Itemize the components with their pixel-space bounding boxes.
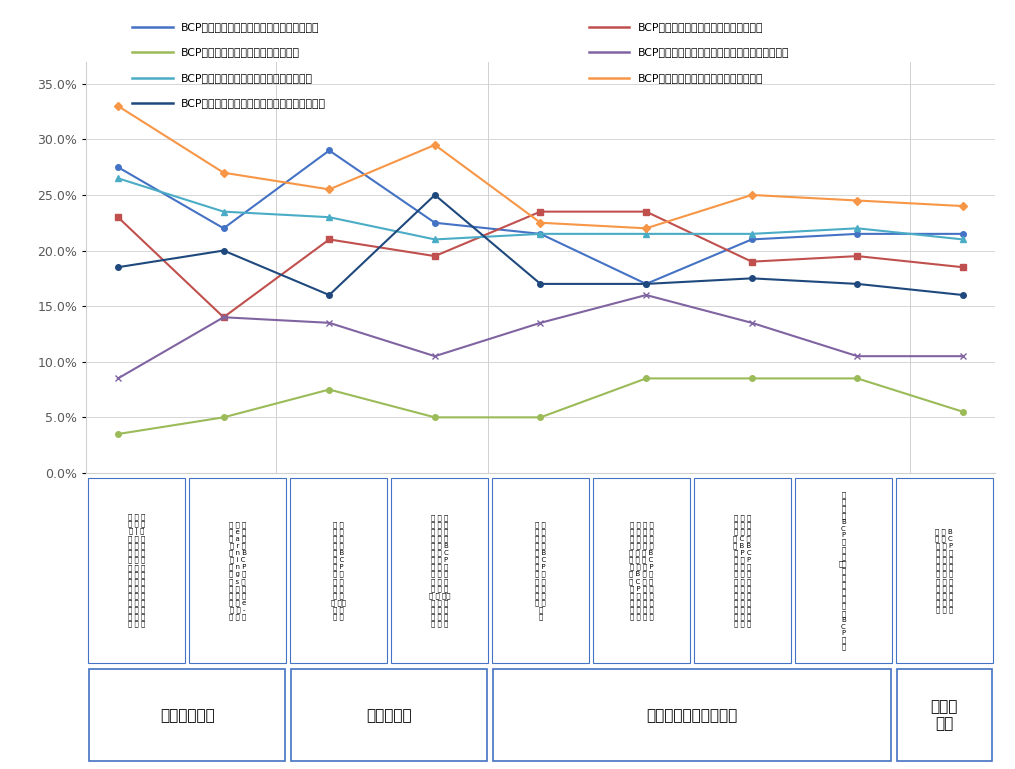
Text: BCP維持・管理に必要な要員が割けない: BCP維持・管理に必要な要員が割けない [637,72,763,83]
Text: BCPに対する経営層の取組み意識が希薄: BCPに対する経営層の取組み意識が希薄 [637,22,763,32]
Text: 対 動 策
へ 例 定
応 ・ し
者 C た
： B B
組 P C
織 更 P
の 新 に
変 ： つ
更 組 い
・ 織 て
体 の 、
制 変 針
の : 対 動 策 へ 例 定 応 ・ し 者 C た ： B B 組 P C 織 更 … [733,514,751,628]
Text: BCP維持・管理に必要なノウハウが不十分: BCP維持・管理に必要なノウハウが不十分 [181,72,313,83]
Text: BCP策定時の担当者の不在（異動等）: BCP策定時の担当者の不在（異動等） [181,47,299,58]
Text: 訓 策
練 定
の し
実 た
施 B
　 C
　 P
　 に
　 基
　 づ
　 い
　 た、
　 机
　 上: 訓 策 練 定 の し 実 た 施 B C P に 基 づ い た、 机 上 [331,521,346,620]
Text: 戦略的
活用: 戦略的 活用 [931,699,958,731]
Text: 訓 策
練 定
等 し
を た
踏 B
ま C
え P
た に
見 つ
直 い
し て
の 、
実
施: 訓 策 練 定 等 し を た 踏 B ま C え P た に 見 つ 直 い … [535,521,546,620]
Text: の 訓 策
み 練 定
の の し
実 実 た
施 施 B
は へ C
除 防 P
く 火 に
、 ・ 基
訓 避 づ
練 難 い
の 訓 た、
実 練 訓
施: の 訓 策 み 練 定 の の し 実 実 た 施 施 B は へ C 除 防 … [428,514,451,628]
Text: 社内への周知: 社内への周知 [159,707,214,723]
Text: 教 ｌ 策
育 e 定
　 a し
　 r た
　 n B
　 i C
　 n P
　 g に
　 s 係
　 や る
　 講 、
　 義 e
　 形 -
　 : 教 ｌ 策 育 e 定 a し r た n B i C n P g に s 係 … [228,521,247,620]
Text: BCP策定時に運用・管理について想定していない: BCP策定時に運用・管理について想定していない [637,47,789,58]
Text: 定 門 社
に ミ 内
関 | 報
わ テ や
る ィ 社
説 ン 内
明 グ ポ
・ を ー
通 じ タ
知 た ル
　 、 、
　 全 全
　 社 社
　 : 定 門 社 に ミ 内 関 | 報 わ テ や る ィ 社 説 ン 内 明 グ … [128,514,145,628]
Text: 定期的な見直し・更新: 定期的な見直し・更新 [647,707,738,723]
Text: 管 督 B
理 当 C
能 局 P
力 に の
の 対 戦
向 ビ 略
上 ー 的
　 ル 活
　 取 用
　 引 へ
　 先 や
　 等 監: 管 督 B 理 当 C 能 局 P 力 に の の 対 戦 向 ビ 略 上 ー … [936,528,953,613]
Text: 変 直 針 策
更 近 　 定
し の 　 し
や 業 　 た
、 務 　 B
代 内 　 C
替 容 　 P
リ B の に
ソ C 実 つ
ー P 例 い
: 変 直 針 策 更 近 定 し の し や 業 た 、 務 B 代 内 C 替 … [629,521,654,620]
Text: 訓練の実施: 訓練の実施 [366,707,412,723]
Text: BCP維持・管理に必要な資金・予算が足りない: BCP維持・管理に必要な資金・予算が足りない [181,98,326,108]
Text: BCPに対する社内従業員の取組み意識が希薄: BCPに対する社内従業員の取組み意識が希薄 [181,22,319,32]
Text: 策
定
し
た
B
C
P
に
つ
い
て、
対
応
す
る
業
務
の
B
C
P
更
新: 策 定 し た B C P に つ い て、 対 応 す る 業 務 の B C… [839,491,848,651]
